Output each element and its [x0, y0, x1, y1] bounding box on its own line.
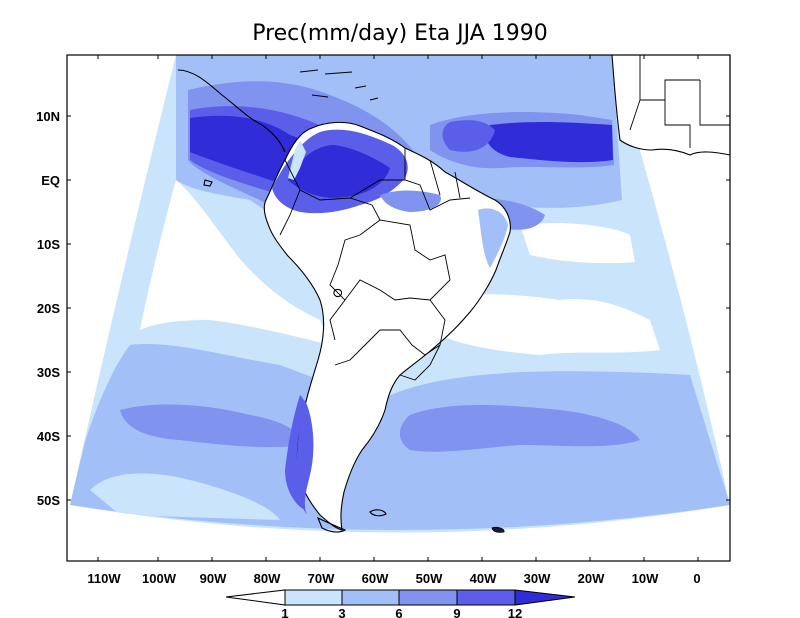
- colorbar-seg-1-3: [284, 589, 343, 606]
- lon-label-110w: 110W: [87, 571, 121, 586]
- lon-label-40w: 40W: [470, 571, 497, 586]
- latitude-labels: 10N EQ 10S 20S 30S 40S 50S: [36, 109, 60, 508]
- itcz-core-4-atlantic: [442, 120, 495, 152]
- rain-band-southern-ocean-inner: [90, 473, 280, 520]
- lake-titicaca: [333, 288, 343, 298]
- colorbar-label-9: 9: [453, 606, 460, 618]
- central-america-land: [177, 69, 286, 153]
- lon-label-60w: 60W: [362, 571, 389, 586]
- itcz-core-5-atlantic: [486, 121, 613, 163]
- dry-area-south-atlantic: [440, 294, 660, 355]
- rain-band-southern-ocean: [70, 344, 730, 530]
- galapagos-islands: [203, 179, 213, 187]
- lon-label-0: 0: [693, 571, 700, 586]
- africa-borders: [629, 55, 730, 148]
- colorbar: 1 3 6 9 12: [225, 589, 576, 618]
- map-panel: [66, 54, 731, 562]
- lon-label-100w: 100W: [142, 571, 177, 586]
- colorbar-seg-6-9: [398, 589, 458, 606]
- colorbar-label-12: 12: [508, 606, 522, 618]
- lon-label-20w: 20W: [578, 571, 605, 586]
- colorbar-seg-above-12: [514, 589, 576, 606]
- colorbar-seg-9-12: [456, 589, 516, 606]
- falkland-islands: [369, 509, 387, 517]
- lon-label-30w: 30W: [524, 571, 551, 586]
- colorbar-label-3: 3: [338, 606, 345, 618]
- colorbar-seg-below-1: [225, 589, 286, 606]
- south-america-borders: [279, 148, 471, 381]
- lat-label-30s: 30S: [37, 365, 60, 380]
- lat-label-10n: 10N: [36, 109, 60, 124]
- lat-label-20s: 20S: [37, 301, 60, 316]
- colorbar-label-1: 1: [281, 606, 288, 618]
- south-georgia: [491, 526, 505, 533]
- rain-core-southeast-pacific: [120, 404, 305, 448]
- rain-core-south-atlantic: [399, 405, 640, 452]
- africa-land: [611, 54, 731, 156]
- colorbar-seg-3-6: [341, 589, 400, 606]
- longitude-labels: 110W 100W 90W 80W 70W 60W 50W 40W 30W 20…: [87, 571, 700, 586]
- lon-label-90w: 90W: [200, 571, 227, 586]
- lon-label-50w: 50W: [416, 571, 443, 586]
- colorbar-label-6: 6: [395, 606, 402, 618]
- tierra-del-fuego: [316, 516, 347, 533]
- lat-label-40s: 40S: [37, 429, 60, 444]
- dry-area-southeast-pacific: [140, 180, 330, 345]
- lon-label-80w: 80W: [254, 571, 281, 586]
- south-america-land: [263, 121, 511, 531]
- rain-atlantic-coast: [478, 208, 508, 268]
- rain-south-chile-land: [296, 400, 314, 515]
- caribbean-islands: [299, 69, 379, 101]
- lat-label-eq: EQ: [41, 173, 60, 188]
- lon-label-10w: 10W: [632, 571, 659, 586]
- map-frame: [66, 54, 731, 562]
- lat-label-10s: 10S: [37, 237, 60, 252]
- rain-amazon-fringe: [380, 190, 441, 212]
- map-title: Prec(mm/day) Eta JJA 1990: [252, 21, 548, 46]
- rain-andes-streak: [288, 140, 306, 180]
- lon-label-70w: 70W: [308, 571, 335, 586]
- dry-area-south-atlantic-2: [520, 223, 635, 264]
- rain-amazon-land-core: [288, 145, 390, 198]
- frame-ticks: [67, 55, 730, 561]
- lat-label-50s: 50S: [37, 493, 60, 508]
